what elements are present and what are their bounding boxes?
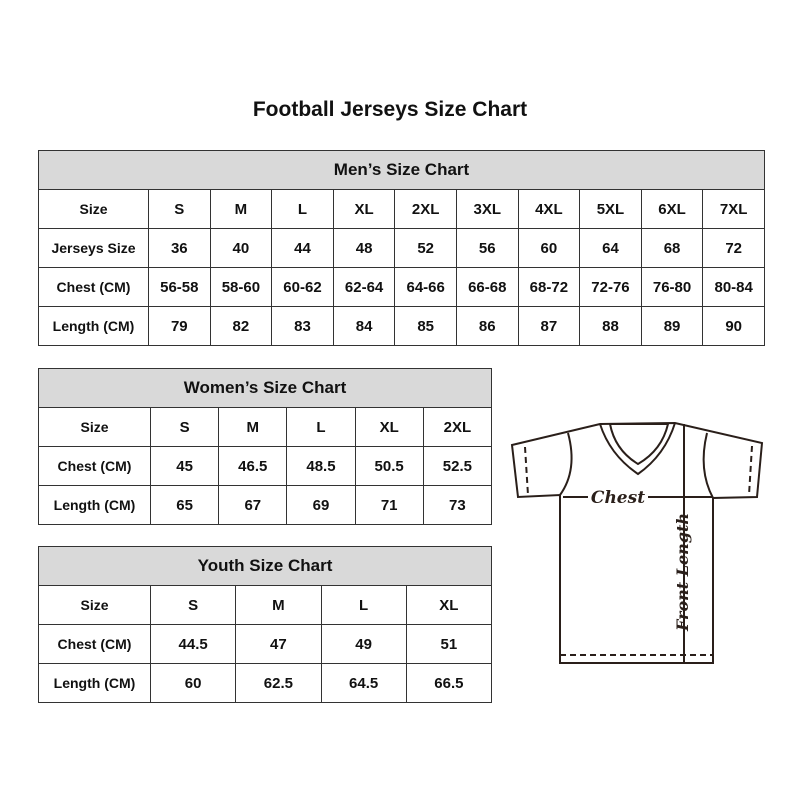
table-cell: 82: [209, 306, 273, 346]
table-row: Chest (CM) 44.5 47 49 51: [38, 624, 493, 664]
mens-size-table: Men’s Size Chart Size S M L XL 2XL 3XL 4XL 5XL 6XL…: [38, 150, 765, 346]
women-table-heading: Women’s Size Chart: [38, 368, 492, 408]
youth-size-table: Youth Size Chart Size S M L XL Chest (CM) 44.5 4…: [38, 546, 493, 703]
table-cell: 60: [149, 663, 237, 703]
table-cell: L: [320, 585, 407, 625]
table-cell: 73: [422, 485, 493, 525]
table-cell: 40: [209, 228, 273, 268]
table-cell: M: [218, 407, 288, 447]
table-cell: 36: [148, 228, 211, 268]
table-row: Length (CM) 60 62.5 64.5 66.5: [38, 663, 493, 703]
table-cell: 87: [517, 306, 581, 346]
table-row: Length (CM) 79 82 83 84 85 86 87 88 89 90: [38, 306, 765, 346]
page-title: Football Jerseys Size Chart: [252, 98, 528, 121]
table-row: Jerseys Size 36 40 44 48 52 56 60 64 68 72: [38, 228, 765, 268]
table-cell: 90: [702, 306, 765, 346]
table-cell: 62.5: [235, 663, 322, 703]
table-cell: L: [271, 189, 334, 229]
table-row: Size S M L XL 2XL: [38, 407, 493, 447]
table-cell: L: [286, 407, 356, 447]
table-cell: 44.5: [149, 624, 237, 664]
row-label: Chest (CM): [38, 446, 151, 486]
table-cell: S: [149, 585, 237, 625]
table-cell: 79: [148, 306, 211, 346]
men-table-heading: Men’s Size Chart: [38, 150, 765, 190]
table-cell: 48: [332, 228, 396, 268]
row-label: Size: [38, 585, 151, 625]
table-cell: 51: [405, 624, 493, 664]
table-cell: 60: [517, 228, 581, 268]
table-cell: 85: [394, 306, 457, 346]
table-row: Size S M L XL 2XL 3XL 4XL 5XL 6XL 7XL: [38, 189, 765, 229]
table-cell: 45: [149, 446, 220, 486]
table-cell: 60-62: [271, 267, 334, 307]
table-cell: 44: [271, 228, 334, 268]
row-label: Size: [38, 189, 149, 229]
table-cell: 67: [218, 485, 288, 525]
womens-size-table: Women’s Size Chart Size S M L XL 2XL Chest (CM)…: [38, 368, 493, 525]
table-cell: 48.5: [286, 446, 356, 486]
table-cell: 86: [455, 306, 519, 346]
table-cell: 84: [332, 306, 396, 346]
row-label: Length (CM): [38, 485, 151, 525]
table-cell: 6XL: [640, 189, 704, 229]
table-cell: M: [235, 585, 322, 625]
table-cell: 68-72: [517, 267, 581, 307]
table-cell: 69: [286, 485, 356, 525]
table-cell: XL: [332, 189, 396, 229]
table-cell: 7XL: [702, 189, 765, 229]
table-row: Size S M L XL: [38, 585, 493, 625]
table-cell: 80-84: [702, 267, 765, 307]
table-cell: 50.5: [354, 446, 424, 486]
table-cell: 5XL: [579, 189, 642, 229]
table-cell: 2XL: [422, 407, 493, 447]
table-cell: 49: [320, 624, 407, 664]
table-cell: 72-76: [579, 267, 642, 307]
row-label: Chest (CM): [38, 624, 151, 664]
row-label: Length (CM): [38, 306, 149, 346]
table-cell: 64.5: [320, 663, 407, 703]
table-cell: 62-64: [332, 267, 396, 307]
front-length-label: Front Length: [673, 513, 692, 632]
jersey-outline: [510, 421, 764, 664]
table-cell: S: [149, 407, 220, 447]
chest-label: Chest: [591, 488, 645, 508]
row-label: Jerseys Size: [38, 228, 149, 268]
table-cell: 47: [235, 624, 322, 664]
table-cell: 76-80: [640, 267, 704, 307]
table-cell: 65: [149, 485, 220, 525]
table-cell: 66-68: [455, 267, 519, 307]
table-cell: 88: [579, 306, 642, 346]
youth-table-heading: Youth Size Chart: [38, 546, 492, 586]
table-cell: 71: [354, 485, 424, 525]
table-cell: 56-58: [148, 267, 211, 307]
table-cell: 52.5: [422, 446, 493, 486]
table-row: Chest (CM) 45 46.5 48.5 50.5 52.5: [38, 446, 493, 486]
table-row: Length (CM) 65 67 69 71 73: [38, 485, 493, 525]
table-cell: 68: [640, 228, 704, 268]
table-cell: XL: [354, 407, 424, 447]
row-label: Size: [38, 407, 151, 447]
table-cell: 66.5: [405, 663, 493, 703]
